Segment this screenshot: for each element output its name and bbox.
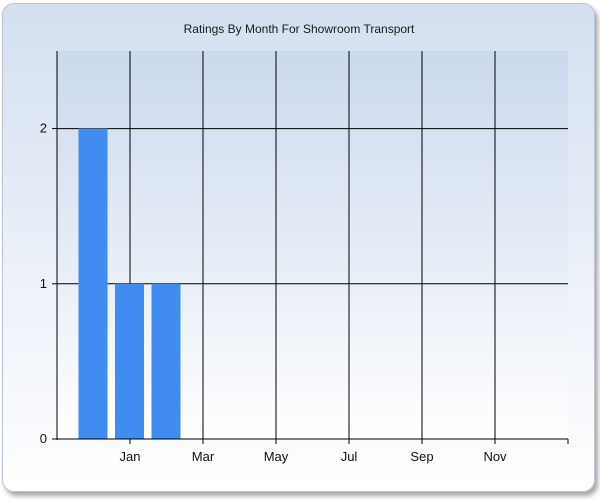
x-tick-label: Jul bbox=[341, 449, 358, 464]
x-tick-label: Jan bbox=[120, 449, 141, 464]
bar-feb bbox=[151, 283, 181, 439]
bars bbox=[78, 128, 181, 439]
x-axis-ticks: Jan Mar May Jul Sep Nov bbox=[120, 439, 569, 464]
y-tick-label: 2 bbox=[40, 121, 47, 136]
bar-dec bbox=[78, 128, 108, 439]
x-tick-label: Nov bbox=[483, 449, 507, 464]
chart-title: Ratings By Month For Showroom Transport bbox=[184, 22, 415, 36]
x-tick-label: Sep bbox=[410, 449, 433, 464]
x-tick-label: Mar bbox=[192, 449, 215, 464]
y-tick-label: 0 bbox=[40, 431, 47, 446]
x-tick-label: May bbox=[264, 449, 289, 464]
axes bbox=[56, 51, 568, 440]
y-tick-label: 1 bbox=[40, 276, 47, 291]
y-axis-ticks: 0 1 2 bbox=[40, 121, 57, 446]
bar-jan bbox=[115, 283, 144, 439]
